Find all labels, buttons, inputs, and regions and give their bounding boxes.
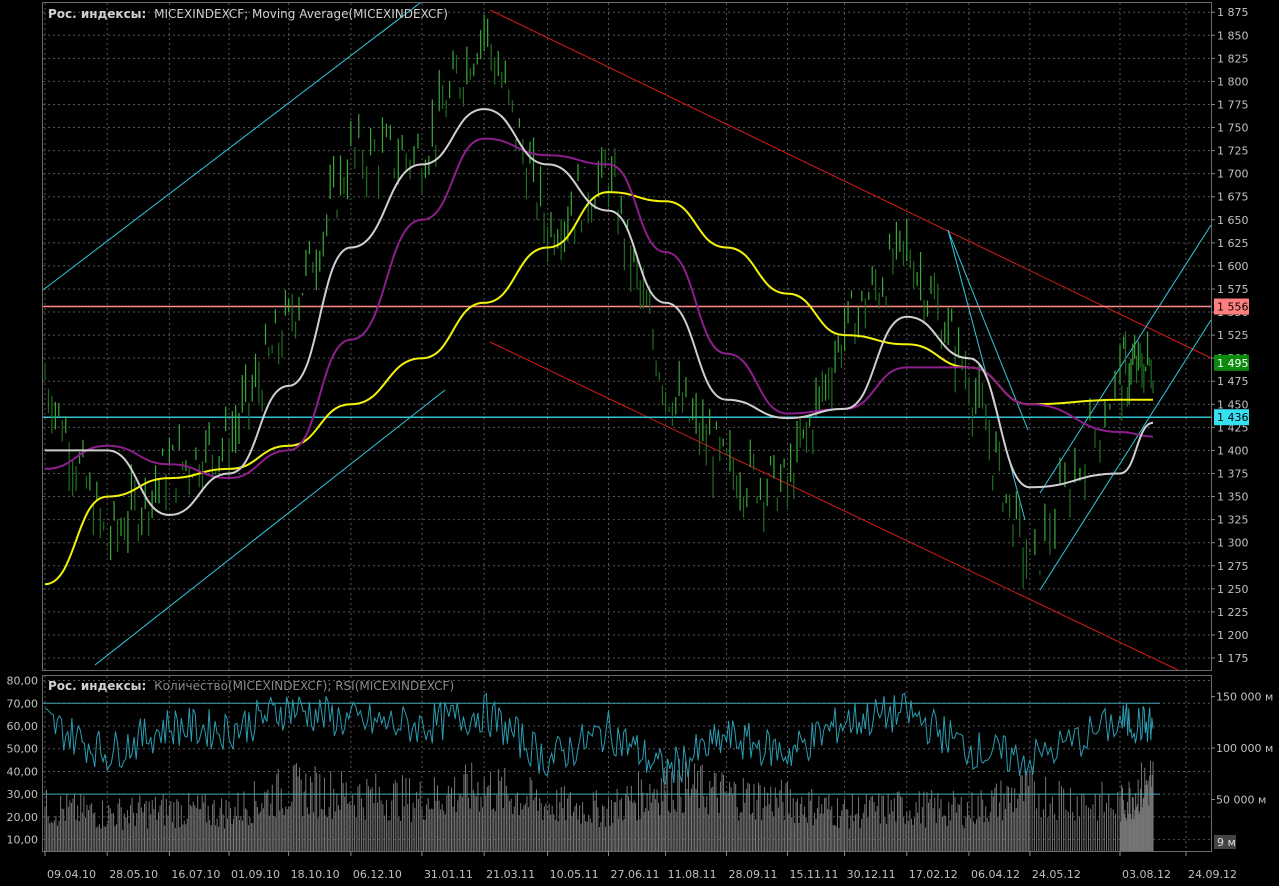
indicator-left-tick-label-4: 50,00 [7,743,39,756]
price-y-tick-label-27: 1 850 [1217,29,1249,42]
trend-channels [42,2,1212,671]
price-marker-label-2: 1 436 [1217,411,1249,424]
x-tick-label-12: 15.11.11 [789,868,838,881]
price-marker-label-0: 1 556 [1217,301,1249,314]
indicator-left-tick-label-5: 60,00 [7,720,39,733]
indicator-left-tick-label-1: 20,00 [7,811,39,824]
x-tick-label-16: 24.05.12 [1032,868,1081,881]
price-y-tick-label-1: 1 200 [1217,629,1249,642]
price-y-tick-label-22: 1 725 [1217,145,1249,158]
x-tick-label-15: 06.04.12 [971,868,1020,881]
price-markers: 1 556 1 495 1 436 [1214,298,1249,426]
cyan-channel-upper [42,2,421,291]
indicator-left-tick-label-6: 70,00 [7,697,39,710]
x-tick-label-7: 21.03.11 [486,868,535,881]
x-tick-label-4: 18.10.10 [291,868,340,881]
last-volume-label: 9 м [1217,836,1236,849]
price-marker-box-1 [1214,354,1249,371]
price-marker-label-1: 1 495 [1217,357,1249,370]
rsi-levels [43,702,1160,795]
price-panel-title: Рос. индексы: MICEXINDEXCF; Moving Avera… [48,7,448,21]
price-panel-frame [42,2,1212,671]
last-volume-box [1214,835,1236,849]
price-y-tick-label-17: 1 600 [1217,260,1249,273]
price-y-tick-label-25: 1 800 [1217,75,1249,88]
x-tick-label-8: 10.05.11 [550,868,599,881]
indicator-left-axis: 10,00 20,00 30,00 40,00 50,00 60,00 70,00 80,00 [7,675,39,847]
cyan-down-leg-1 [947,229,1029,431]
moving-average-medium-line [44,137,1154,480]
x-tick-label-9: 27.06.11 [611,868,660,881]
indicator-title-bold: Рос. индексы: [48,679,146,693]
x-axis: 09.04.10 28.05.10 16.07.10 01.09.10 18.10.10… [44,851,1237,881]
indicator-panel-frame [42,675,1212,852]
red-channel-upper [489,9,1212,359]
price-marker-box-2 [1214,409,1249,426]
x-tick-label-0: 09.04.10 [47,868,96,881]
price-y-tick-label-2: 1 225 [1217,606,1249,619]
price-y-tick-label-0: 1 175 [1217,652,1249,665]
x-tick-label-13: 30.12.11 [847,868,896,881]
x-tick-label-3: 01.09.10 [231,868,280,881]
price-y-tick-label-5: 1 300 [1217,537,1249,550]
price-y-tick-label-23: 1 750 [1217,122,1249,135]
x-tick-label-11: 28.09.11 [729,868,778,881]
x-tick-label-10: 11.08.11 [668,868,717,881]
rsi-line [44,692,1154,786]
price-y-tick-label-6: 1 325 [1217,514,1249,527]
price-y-axis: 1 175 1 200 1 225 1 250 1 275 1 300 1 325 1 350… [1211,6,1249,665]
x-tick-label-5: 06.12.10 [353,868,402,881]
indicator-right-axis: 150 000 м 100 000 м 50 000 м 9 м [1211,691,1273,849]
x-tick-label-2: 16.07.10 [171,868,220,881]
volume-bars [44,758,1154,851]
price-grid [43,3,1211,670]
price-y-tick-label-4: 1 275 [1217,560,1249,573]
indicator-right-tick-label-1: 100 000 м [1216,742,1273,755]
indicator-title-rest: Количество(MICEXINDEXCF); RSI(MICEXINDEX… [154,679,454,693]
price-y-tick-label-8: 1 375 [1217,467,1249,480]
indicator-panel-title: Рос. индексы: Количество(MICEXINDEXCF); … [48,679,454,693]
cyan-channel-lower [94,389,446,666]
price-title-rest: MICEXINDEXCF; Moving Average(MICEXINDEXC… [154,7,448,21]
indicator-left-tick-label-7: 80,00 [7,675,39,688]
indicator-right-tick-label-0: 150 000 м [1216,691,1273,704]
x-tick-label-6: 31.01.11 [424,868,473,881]
red-channel-lower [489,341,1179,671]
price-y-tick-label-26: 1 825 [1217,52,1249,65]
x-tick-label-18: 24.09.12 [1188,868,1237,881]
price-y-tick-label-28: 1 875 [1217,6,1249,19]
price-y-tick-label-9: 1 400 [1217,444,1249,457]
x-tick-label-1: 28.05.10 [109,868,158,881]
price-y-tick-label-21: 1 700 [1217,168,1249,181]
price-y-tick-label-12: 1 475 [1217,375,1249,388]
indicator-right-tick-label-2: 50 000 м [1216,794,1266,807]
indicator-left-tick-label-3: 40,00 [7,765,39,778]
price-y-tick-label-14: 1 525 [1217,329,1249,342]
indicator-left-tick-label-2: 30,00 [7,788,39,801]
price-title-bold: Рос. индексы: [48,7,146,21]
price-level-lines [43,305,1211,418]
price-y-tick-label-18: 1 625 [1217,237,1249,250]
price-y-tick-label-7: 1 350 [1217,491,1249,504]
moving-average-short-line [45,108,1154,517]
price-y-tick-label-20: 1 675 [1217,191,1249,204]
price-y-tick-label-24: 1 775 [1217,98,1249,111]
price-y-tick-label-3: 1 250 [1217,583,1249,596]
indicator-left-tick-label-0: 10,00 [7,834,39,847]
price-y-tick-label-16: 1 575 [1217,283,1249,296]
cyan-up-lower [1039,319,1212,591]
x-tick-label-17: 03.08.12 [1122,868,1171,881]
price-y-tick-label-19: 1 650 [1217,214,1249,227]
price-y-tick-label-11: 1 450 [1217,398,1249,411]
x-tick-label-14: 17.02.12 [909,868,958,881]
price-marker-box-0 [1214,298,1249,315]
